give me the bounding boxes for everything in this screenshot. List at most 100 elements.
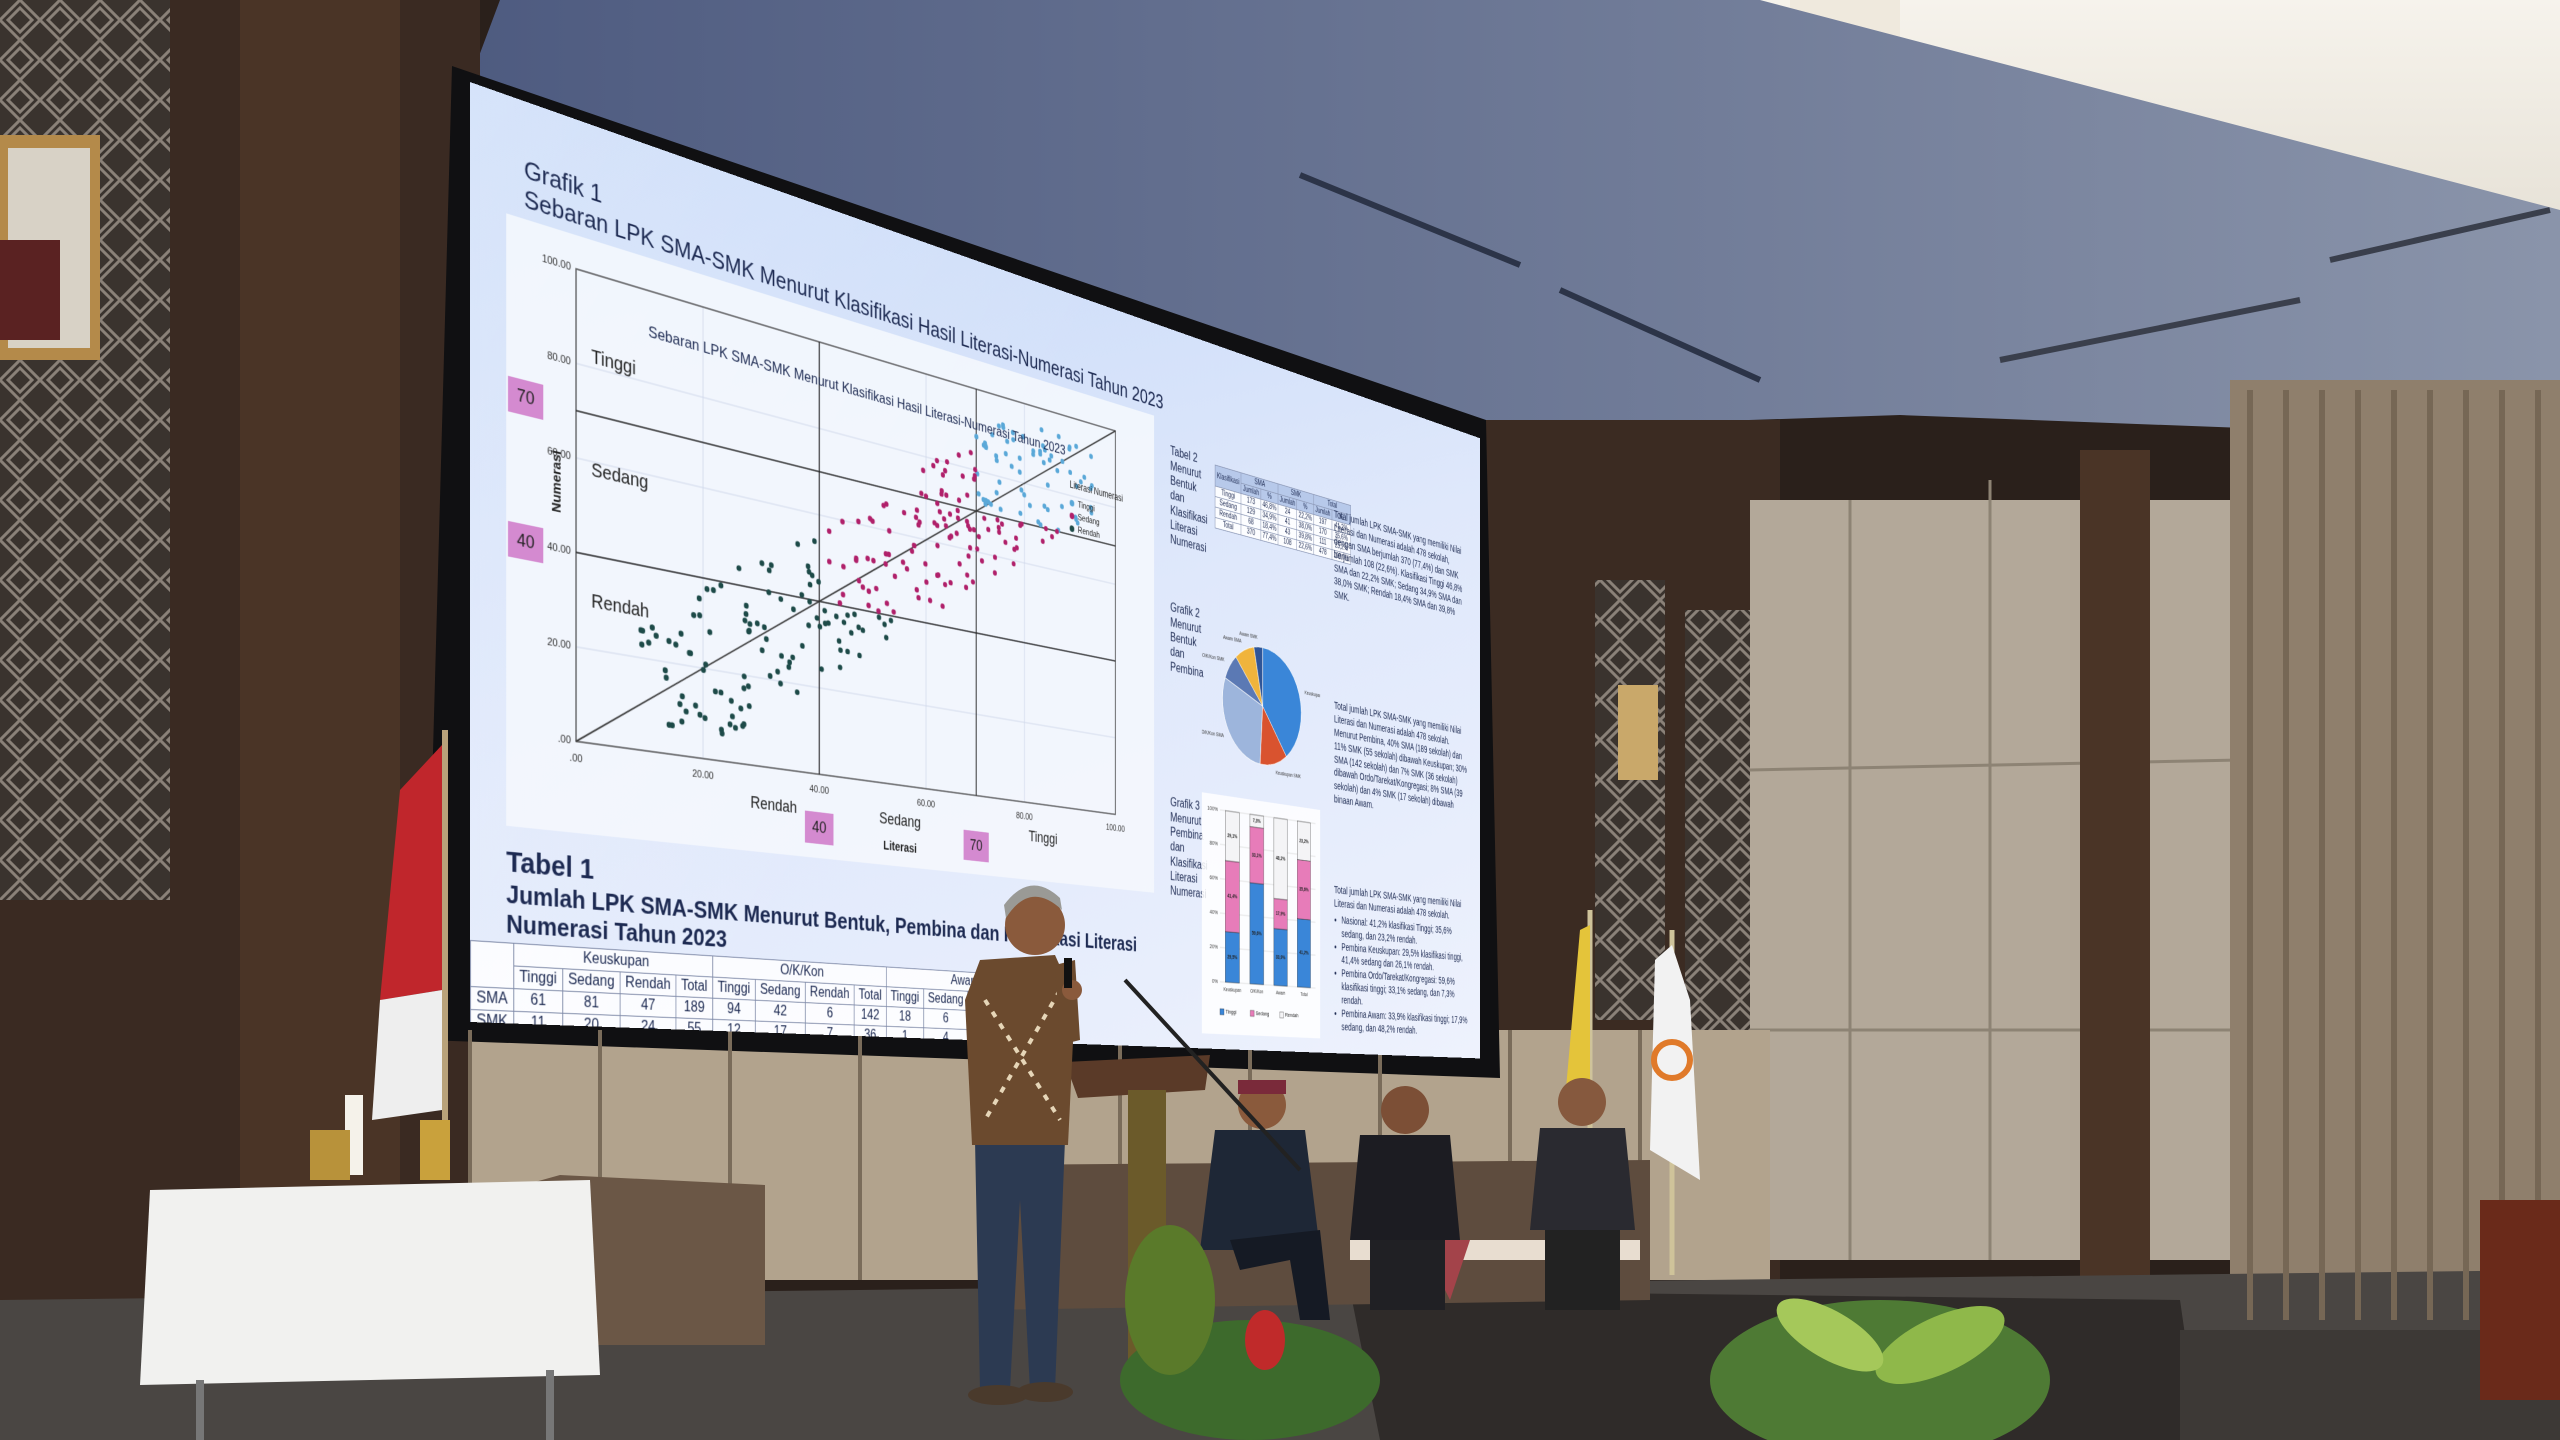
x-tick-label: 20.00: [692, 768, 713, 782]
bar-value-label: 29,1%: [1227, 833, 1237, 840]
right-wall: [1750, 500, 2240, 1260]
x-tick-label: 40.00: [809, 783, 829, 796]
table-corner: [470, 940, 514, 989]
bar-chart: 0% 20% 40% 60% 80% 100% 29,5% 41,4% 29,1% Keuskup…: [1201, 792, 1321, 1039]
bar-value-label: 7,3%: [1253, 818, 1261, 824]
table-group-header: Total: [1039, 976, 1067, 1016]
table-column-header: Rendah: [805, 982, 855, 1005]
table-cell: 142: [854, 1004, 887, 1027]
threshold-label: 70: [517, 384, 535, 408]
legend-label: Tinggi: [1226, 1008, 1237, 1015]
y-tick-label: 40%: [1210, 908, 1218, 916]
table-column-header: Sedang: [755, 979, 806, 1003]
y-tick-label: 20.00: [547, 636, 571, 652]
table-cell: 370: [1039, 1013, 1067, 1034]
y-tick-label: 60%: [1210, 874, 1218, 882]
x-zone-label: Sedang: [879, 809, 921, 831]
threshold-box: [507, 375, 544, 420]
bar-value-label: 33,1%: [1252, 853, 1262, 859]
bar-value-label: 41,4%: [1227, 894, 1237, 900]
table-cell: 81: [562, 990, 620, 1016]
pie-chart: Keuskupan SMA Keuskupan SMK O/K/Kon SMA O/K…: [1202, 631, 1320, 779]
ceiling-vent: [1558, 287, 1762, 383]
threshold-label: 40: [517, 529, 535, 552]
x-tick-label: Keuskupan: [1223, 987, 1241, 993]
y-tick-label: 80.00: [547, 350, 571, 368]
scatter-chart: 100.00 80.00 60.00 40.00 20.00 .00 .00 20.00 40.…: [506, 213, 1155, 893]
legend-swatch: [1250, 1010, 1254, 1016]
threshold-label: 40: [812, 817, 826, 837]
table-column-header: Tinggi: [886, 986, 924, 1009]
ceiling-soffit: [470, 0, 2560, 440]
pie-label: Awam SMK: [1239, 631, 1257, 640]
floor-front: [2180, 1330, 2560, 1440]
x-tick-label: 100.00: [1106, 822, 1125, 834]
table-cell: 6: [923, 1008, 968, 1030]
pie-label: Awam SMA: [1223, 635, 1242, 644]
x-tick-label: Total: [1300, 992, 1307, 998]
table-cell: 39: [1010, 1012, 1040, 1033]
bar-value-label: 23,2%: [1299, 838, 1308, 844]
right-lattice: [1595, 580, 1665, 1020]
table-column-header: Tinggi: [513, 965, 563, 991]
table-column-header: Rendah: [619, 971, 676, 997]
table-cell: 94: [712, 998, 756, 1021]
x-tick-label: 80.00: [1016, 811, 1033, 823]
table-cell: 47: [619, 993, 676, 1018]
table-column-header: Sedang: [562, 968, 620, 994]
stage-edge: [1350, 1290, 2200, 1440]
bar-value-label: 48,2%: [1276, 856, 1286, 862]
x-axis-label: Literasi: [883, 839, 916, 856]
y-axis-label: Numerasi: [550, 449, 563, 514]
summary-list: Nasional: 41,2% klasifikasi Tinggi; 35,6…: [1334, 913, 1468, 1040]
x-zone-label: Tinggi: [1029, 827, 1058, 847]
table-cell: 18: [886, 1006, 924, 1028]
pie-label: Keuskupan SMK: [1276, 770, 1301, 779]
legend-label: Rendah: [1285, 1011, 1298, 1018]
small-portrait: [1618, 685, 1658, 780]
y-tick-label: 0%: [1212, 978, 1218, 985]
row-label: SMA: [470, 986, 514, 1012]
table-column-header: Sedang: [923, 988, 968, 1011]
y-tick-label: 100%: [1207, 804, 1218, 812]
bar-value-label: 35,6%: [1299, 887, 1308, 893]
bar-value-label: 59,6%: [1252, 931, 1262, 937]
bar-value-label: 33,9%: [1276, 955, 1286, 961]
projection-screen: Grafik 1 Sebaran LPK SMA-SMK Menurut Klas…: [470, 82, 1480, 1059]
pie-label: O/K/Kon SMK: [1202, 653, 1225, 663]
ceiling-vent: [1999, 297, 2301, 363]
wood-pillar: [2080, 450, 2150, 1330]
legend-swatch: [1220, 1009, 1224, 1015]
bar-value-label: 41,2%: [1299, 951, 1308, 957]
table2-caption: Menurut Bentuk dan Klasifikasi Literasi …: [1170, 459, 1208, 556]
y-tick-label: 80%: [1210, 839, 1218, 847]
y-tick-label: 60.00: [547, 445, 571, 462]
table-cell: 189: [675, 996, 713, 1020]
ceiling-vent: [1298, 172, 1522, 268]
table-cell: 15: [967, 1010, 1011, 1032]
y-tick-label: .00: [558, 733, 571, 747]
plot-panel: [506, 213, 1155, 893]
threshold-box: [507, 520, 544, 564]
table-column-header: Total: [675, 974, 713, 999]
x-zone-label: Rendah: [751, 793, 798, 817]
threshold-label: 70: [970, 836, 983, 854]
column-wood: [240, 0, 400, 1240]
y-tick-label: 40.00: [547, 540, 571, 557]
bar-value-label: 29,5%: [1227, 955, 1237, 961]
table-column-header: Total: [1010, 993, 1040, 1014]
table-cell: 42: [755, 1000, 806, 1023]
table-cell: 6: [805, 1002, 855, 1025]
y-tick-label: 20%: [1210, 943, 1218, 951]
bar-value-label: 17,9%: [1276, 911, 1286, 917]
x-tick-label: .00: [570, 752, 583, 765]
x-tick-label: 60.00: [917, 798, 935, 811]
pie-label: O/K/Kon SMA: [1202, 729, 1224, 738]
ceiling-vent: [2329, 207, 2551, 263]
summary: Total jumlah LPK SMA-SMK yang memiliki N…: [1334, 883, 1468, 1039]
pie-label: Keuskupan SMA: [1305, 691, 1320, 701]
table-column-header: Total: [854, 984, 887, 1007]
